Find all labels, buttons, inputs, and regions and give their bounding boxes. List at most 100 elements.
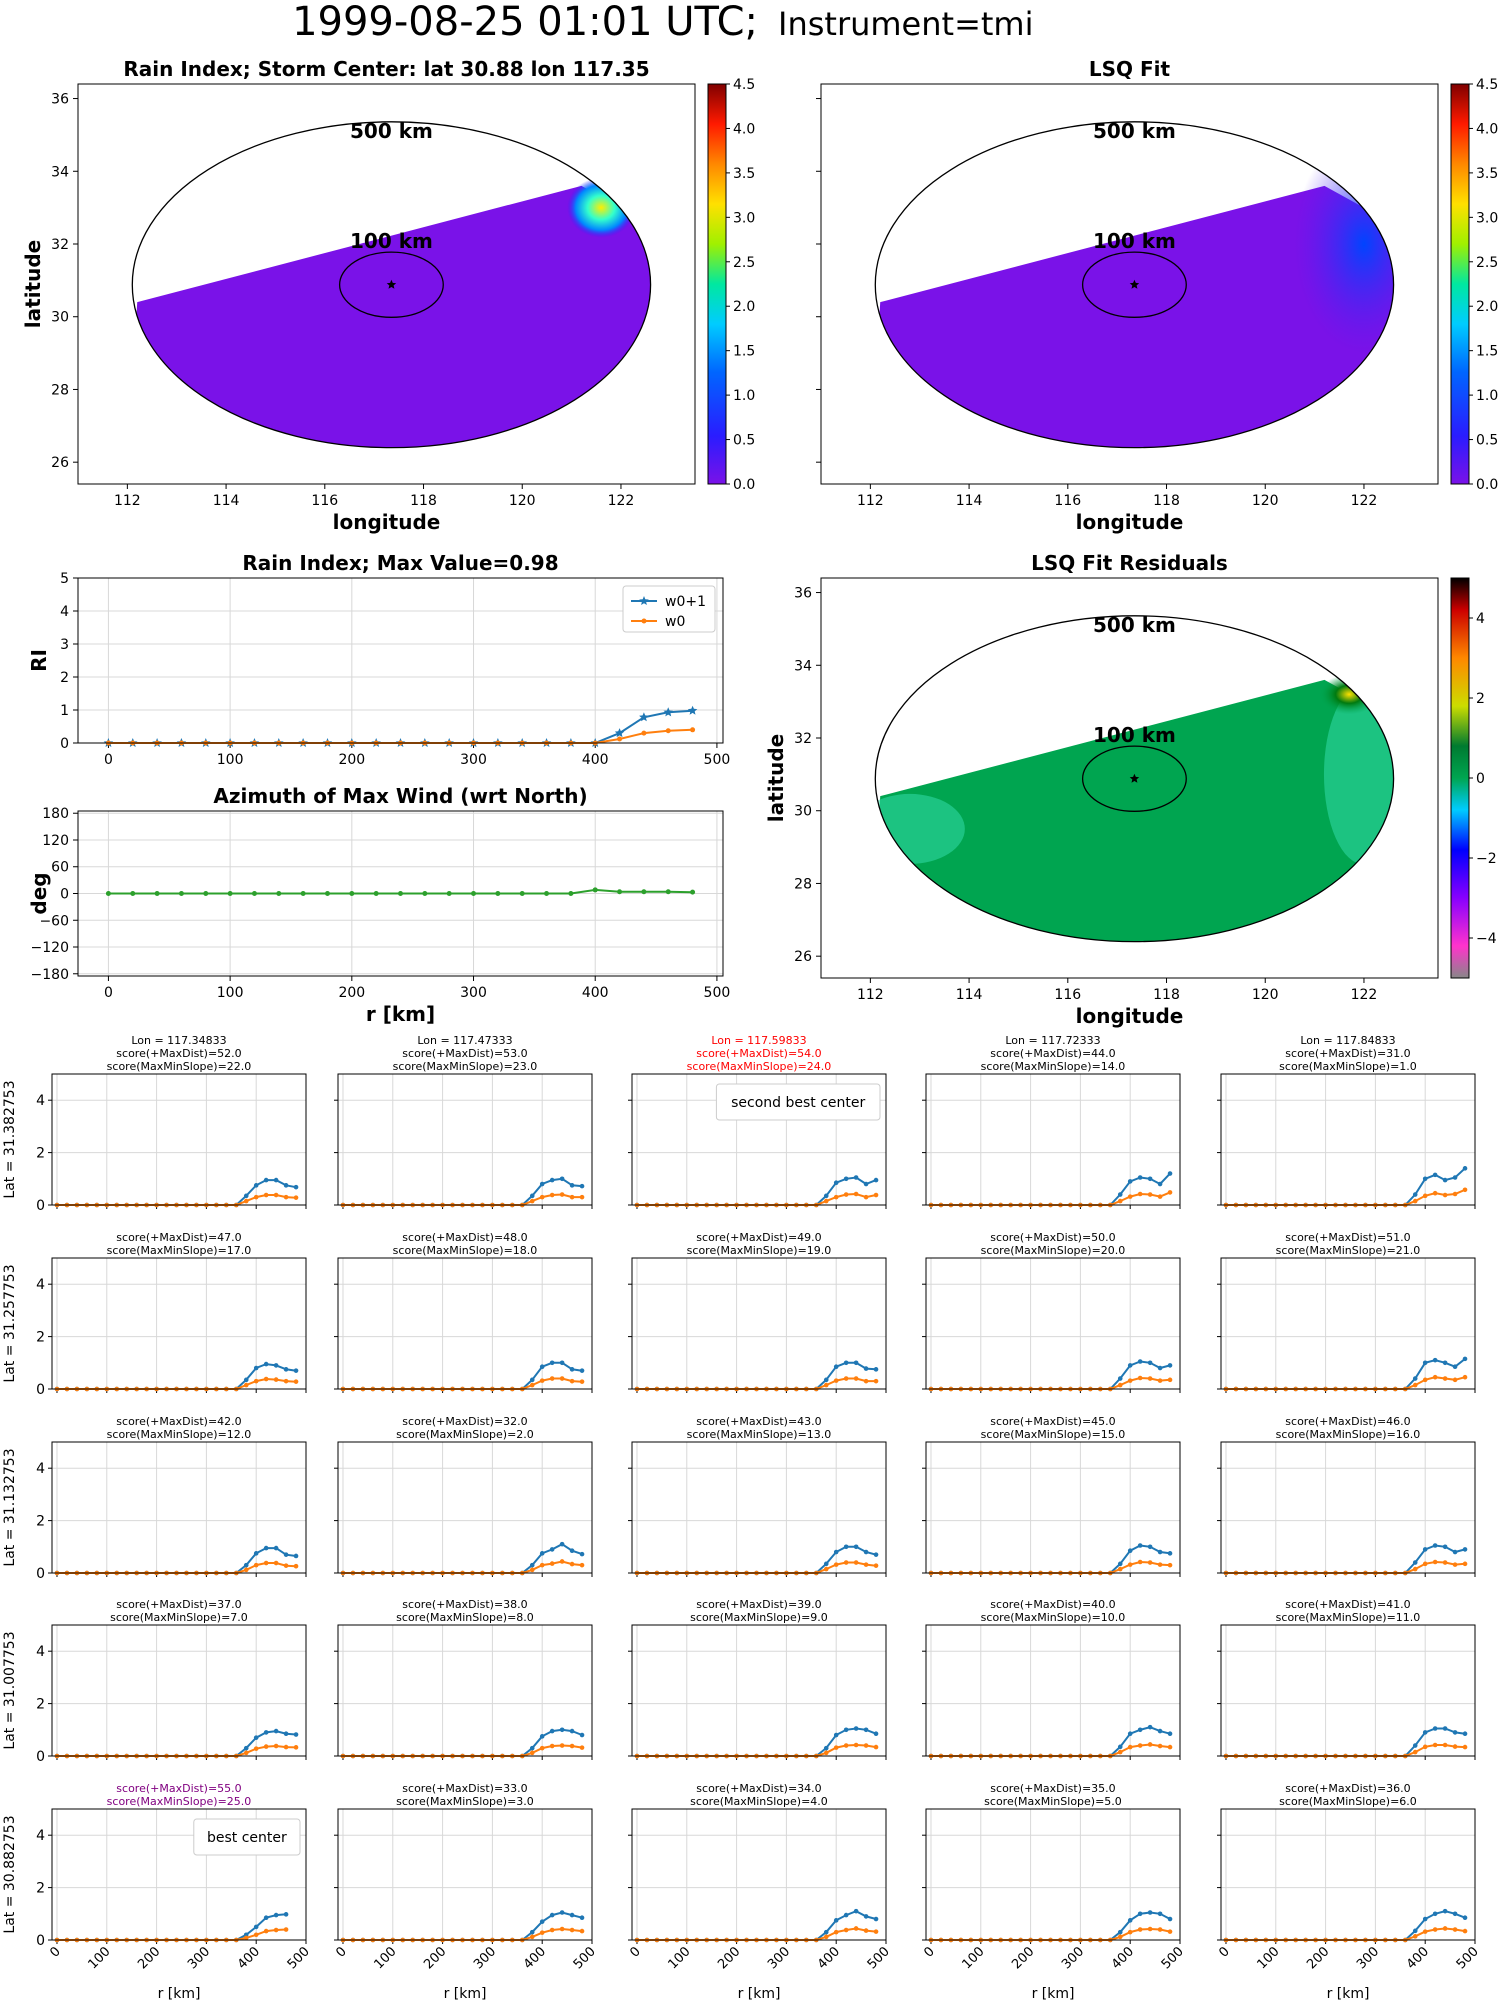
xtick-label: 200 xyxy=(135,1944,163,1972)
profile-point xyxy=(1117,1744,1123,1750)
panel-score-maxdist: score(+MaxDist)=34.0 xyxy=(696,1782,821,1795)
panel-score-maxminslope: score(MaxMinSlope)=6.0 xyxy=(1279,1795,1417,1808)
profile-line xyxy=(1226,1727,1466,1757)
storm-center-marker xyxy=(386,279,397,289)
data-point xyxy=(154,891,160,896)
panel-score-maxminslope: score(MaxMinSlope)=11.0 xyxy=(1276,1611,1421,1624)
candidate-panel: 0 100 200 300 400 500 0 2 4 score(+MaxDist)=55.0s… xyxy=(36,1782,313,2000)
panel-score-maxminslope: score(MaxMinSlope)=13.0 xyxy=(687,1428,832,1441)
profile-point xyxy=(559,1192,565,1197)
profile-point xyxy=(833,1745,839,1750)
panel-legend-label: second best center xyxy=(731,1095,865,1111)
profile-point xyxy=(1452,1549,1458,1555)
profile-point xyxy=(253,1735,259,1740)
profile-point xyxy=(1412,1566,1418,1572)
profile-line xyxy=(637,1727,877,1757)
panel-score-maxdist: score(+MaxDist)=45.0 xyxy=(990,1415,1115,1428)
profile-point xyxy=(1167,1377,1173,1383)
profile-point xyxy=(529,1745,535,1751)
profile-line xyxy=(57,1179,297,1206)
map-ytick-label: 34 xyxy=(794,658,812,674)
profile-point xyxy=(529,1193,535,1199)
profile-point xyxy=(1452,1377,1458,1383)
profile-point xyxy=(873,1177,879,1183)
profile-point xyxy=(293,1184,299,1190)
data-point xyxy=(544,891,550,896)
profile-point xyxy=(263,1744,269,1749)
profile-point xyxy=(253,1562,259,1568)
xtick-label: 300 xyxy=(460,752,487,768)
profile-point xyxy=(1442,1926,1448,1931)
profile-point xyxy=(539,1364,545,1370)
profile-point xyxy=(1127,1744,1133,1750)
profile-point xyxy=(1127,1194,1133,1199)
ring-500km xyxy=(131,121,652,449)
profile-point xyxy=(1452,1191,1458,1197)
profile-point xyxy=(863,1743,869,1748)
xtick-label: 100 xyxy=(371,1944,399,1972)
profile-point xyxy=(1452,1744,1458,1749)
profile-point xyxy=(1117,1566,1123,1572)
legend-label: w0 xyxy=(665,614,685,630)
profile-point xyxy=(243,1198,249,1204)
profile-point xyxy=(843,1560,849,1565)
profile-point xyxy=(579,1183,585,1189)
profile-point xyxy=(559,1360,565,1366)
map-xtick-label: 122 xyxy=(1351,493,1378,509)
xtick-label: 500 xyxy=(285,1944,313,1972)
map-xtick-label: 112 xyxy=(114,493,141,509)
profile-point xyxy=(273,1728,279,1734)
profile-point xyxy=(843,1176,849,1182)
profile-point xyxy=(579,1379,585,1384)
panel-legend-label: best center xyxy=(207,1830,287,1846)
profile-line xyxy=(343,1177,583,1206)
profile-point xyxy=(1412,1934,1418,1939)
map-xtick-label: 122 xyxy=(608,493,635,509)
profile-point xyxy=(263,1928,269,1934)
profile-point xyxy=(1117,1198,1123,1204)
profile-point xyxy=(1462,1731,1468,1737)
profile-point xyxy=(1137,1375,1143,1381)
profile-point xyxy=(1422,1916,1428,1922)
profile-point xyxy=(1137,1559,1143,1565)
map-xtick-label: 112 xyxy=(857,987,884,1003)
panel-score-maxdist: score(+MaxDist)=31.0 xyxy=(1285,1047,1410,1060)
profile-point xyxy=(1167,1562,1173,1568)
candidate-panel: 0 2 4 Lon = 117.34833score(+MaxDist)=52.0sc… xyxy=(36,1034,307,1214)
panel-frame xyxy=(631,1441,887,1574)
profile-point xyxy=(263,1560,269,1566)
panel-score-maxdist: score(+MaxDist)=48.0 xyxy=(402,1231,527,1244)
profile-point xyxy=(1157,1743,1163,1749)
profile-point xyxy=(1157,1911,1163,1917)
data-point xyxy=(227,891,233,896)
profile-point xyxy=(1462,1166,1468,1171)
candidate-panel: 0 2 4 score(+MaxDist)=37.0score(MaxMinSlope… xyxy=(36,1598,307,1765)
panel-legend-box xyxy=(715,1083,881,1121)
panel-score-maxminslope: score(MaxMinSlope)=20.0 xyxy=(981,1244,1126,1257)
xtick-label: 300 xyxy=(185,1944,213,1972)
colorbar-tick-label: 3.5 xyxy=(1476,166,1498,182)
profile-point xyxy=(1462,1928,1468,1934)
xtick-label: 100 xyxy=(665,1944,693,1972)
ytick-label: 0 xyxy=(36,1933,45,1949)
profile-point xyxy=(853,1544,859,1550)
profile-point xyxy=(1117,1934,1123,1940)
profile-point xyxy=(559,1176,565,1182)
panel-frame xyxy=(1220,1441,1476,1574)
storm-center-marker xyxy=(1129,773,1140,783)
data-point xyxy=(690,889,696,895)
profile-point xyxy=(1462,1547,1468,1552)
ytick-label: 0 xyxy=(36,1566,45,1582)
profile-point xyxy=(1432,1726,1438,1731)
profile-point xyxy=(833,1180,839,1186)
colorbar-tick-label: 3.5 xyxy=(733,166,755,182)
profile-point xyxy=(823,1934,829,1940)
profile-point xyxy=(253,1746,259,1751)
profile-point xyxy=(843,1743,849,1748)
panel-xlabel: r [km] xyxy=(1327,1986,1370,2000)
profile-point xyxy=(539,1745,545,1751)
xtick-label: 200 xyxy=(338,752,365,768)
profile-point xyxy=(833,1364,839,1370)
xtick-label: 0 xyxy=(921,1944,937,1960)
xtick-label: 400 xyxy=(582,985,609,1001)
